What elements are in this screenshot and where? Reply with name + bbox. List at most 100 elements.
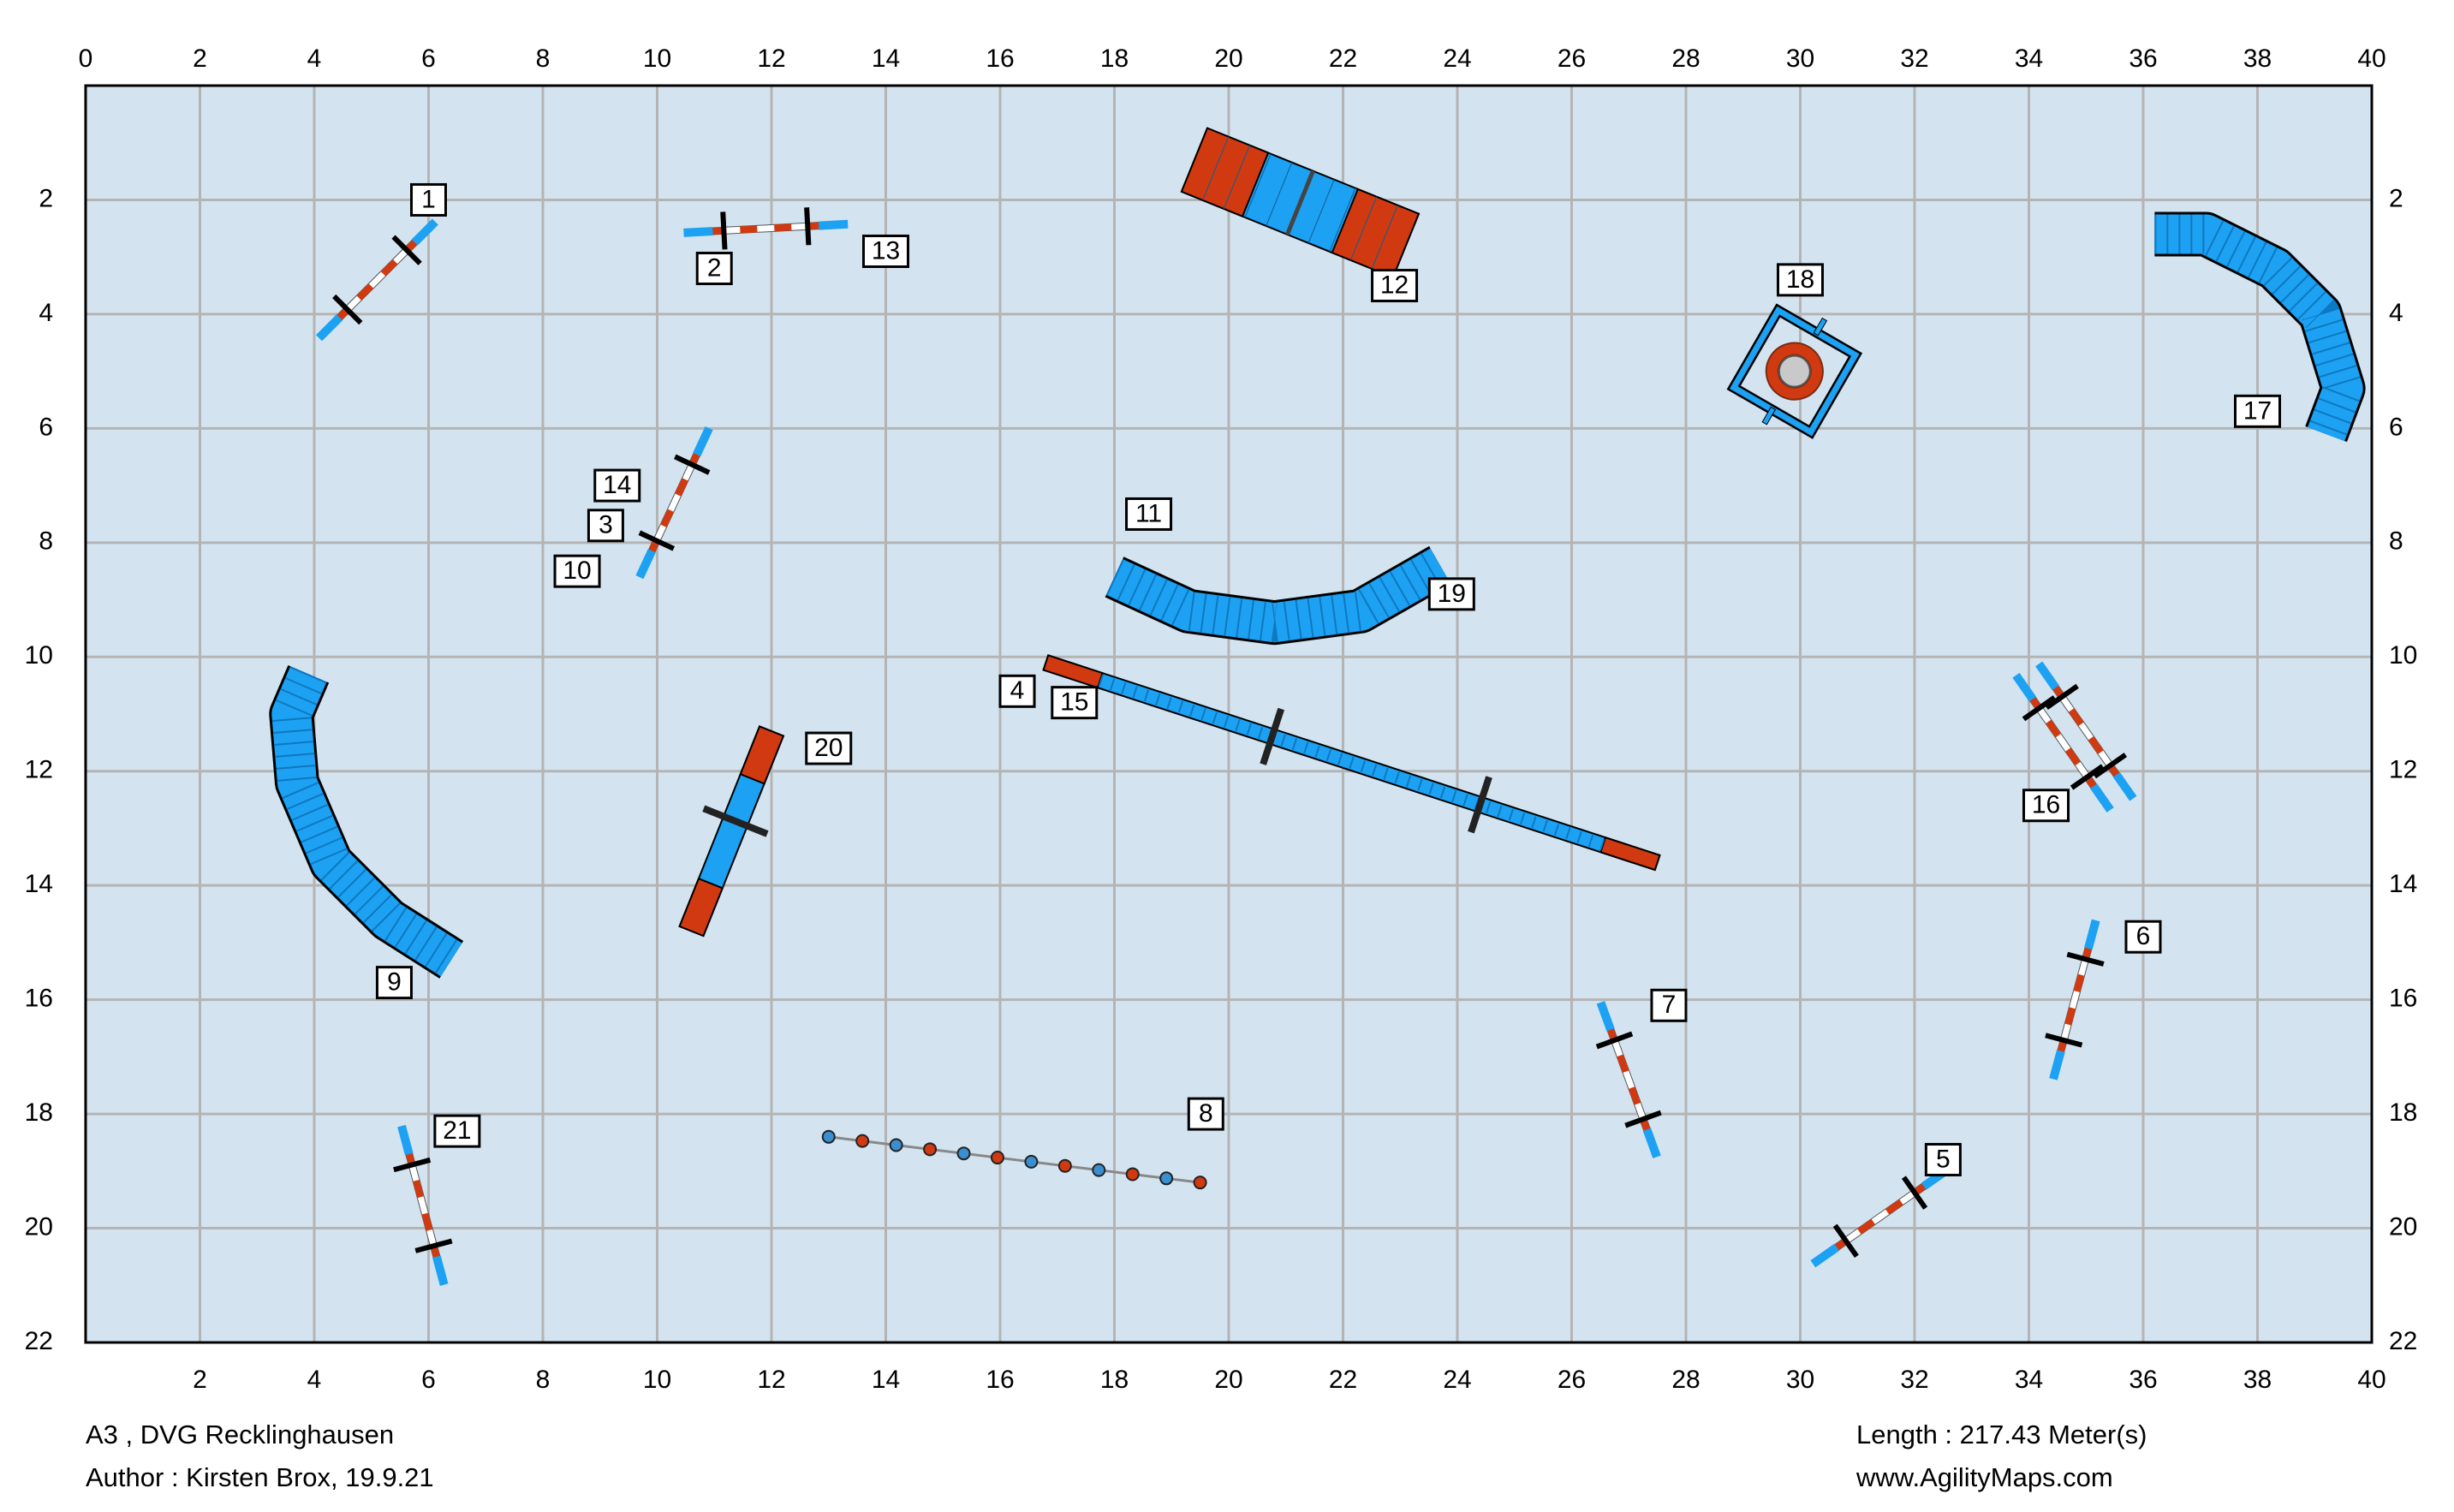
jump-stand	[332, 294, 363, 325]
obstacle-number-19: 19	[1427, 577, 1475, 611]
weave-pole	[1024, 1154, 1039, 1169]
aframe-slat	[1244, 153, 1272, 218]
jump-stand	[638, 530, 676, 551]
number-box	[2022, 789, 2070, 823]
x-tick-label-bottom: 20	[1214, 1366, 1242, 1394]
x-tick-label-bottom: 32	[1900, 1366, 1928, 1394]
obstacle-number-14: 14	[593, 468, 641, 503]
weave-pole	[1193, 1176, 1207, 1190]
jump-hurdle	[316, 218, 438, 342]
website-link[interactable]: www.AgilityMaps.com	[1856, 1462, 2113, 1492]
aframe-slat	[1202, 136, 1230, 201]
y-tick-label-right: 20	[2389, 1212, 2417, 1241]
jump-wing	[1642, 1128, 1661, 1158]
jump-stand	[2022, 695, 2057, 722]
jump-bar-stripe	[2068, 708, 2084, 727]
jump-wing	[683, 227, 713, 237]
jump-stand	[391, 235, 422, 265]
jump-wing	[1810, 1243, 1840, 1268]
jump-bar-stripe	[660, 509, 674, 527]
y-axis-left: 2 4 6 8 10 12 14 16 18 20 22	[25, 184, 53, 1355]
weave-pole	[889, 1138, 903, 1152]
y-tick-label-left: 6	[39, 413, 53, 441]
x-tick-label-top: 30	[1786, 45, 1814, 73]
jump-bar-stripe	[380, 259, 398, 277]
jump-wing	[2012, 672, 2037, 702]
jump-stand	[1832, 1223, 1859, 1259]
aframe-apex	[1285, 170, 1315, 235]
number-box	[375, 966, 413, 1000]
x-tick-label-bottom: 10	[643, 1366, 671, 1394]
x-tick-label-top: 18	[1100, 45, 1129, 73]
jump-wing	[693, 426, 713, 457]
jump-wing	[2084, 919, 2100, 950]
jump-stand	[393, 1157, 432, 1173]
jump-stand	[720, 211, 728, 250]
x-tick-label-bottom: 16	[986, 1366, 1014, 1394]
aframe-slat	[1371, 205, 1398, 270]
jump-stand	[2070, 764, 2105, 790]
jump-bar-stripe	[740, 225, 758, 234]
jump-bar-stripe	[2073, 973, 2085, 993]
y-tick-label-left: 18	[25, 1098, 53, 1127]
x-tick-label-bottom: 4	[307, 1366, 322, 1394]
number-label: 9	[387, 968, 402, 997]
tire-ring	[1766, 343, 1822, 399]
jump-hurdle	[1810, 1166, 1951, 1268]
obstacle-number-12: 12	[1371, 269, 1419, 303]
dogwalk-support	[1468, 776, 1492, 834]
number-label: 12	[1380, 271, 1409, 299]
aframe-slat	[1266, 162, 1293, 227]
obstacle-number-1: 1	[410, 182, 447, 217]
obstacle-number-5: 5	[1924, 1142, 1962, 1176]
obstacle-number-11: 11	[1125, 497, 1173, 531]
tunnel-ribs	[1105, 548, 1450, 643]
x-tick-label-top: 28	[1671, 45, 1700, 73]
aframe-slat	[1307, 179, 1335, 244]
aframe-slat	[1329, 188, 1356, 253]
x-tick-label-top: 40	[2357, 45, 2386, 73]
jump-stand	[674, 454, 711, 475]
jump-bar-stripe	[356, 283, 374, 301]
y-tick-label-left: 22	[25, 1327, 53, 1355]
jump-hurdle	[683, 207, 849, 250]
jump-hurdle	[2035, 661, 2137, 801]
x-tick-label-bottom: 24	[1443, 1366, 1471, 1394]
x-tick-label-top: 24	[1443, 45, 1471, 73]
jump-bar-stripe	[2046, 719, 2062, 738]
jump-stand	[414, 1238, 453, 1253]
number-label: 18	[1786, 265, 1814, 294]
seesaw-contact	[678, 877, 724, 938]
weave-pole	[1159, 1171, 1174, 1186]
number-label: 13	[872, 236, 900, 265]
x-tick-label-top: 2	[193, 45, 207, 73]
x-tick-label-bottom: 8	[536, 1366, 551, 1394]
jump-stand	[2093, 753, 2128, 779]
y-tick-label-left: 8	[39, 527, 53, 556]
jump-bar-stripe	[1617, 1054, 1629, 1074]
number-box	[1777, 263, 1824, 297]
y-tick-label-right: 10	[2389, 641, 2417, 670]
y-axis-right: 2 4 6 8 10 12 14 16 18 20 22	[2389, 184, 2417, 1355]
dogwalk-support	[1260, 707, 1285, 765]
number-box	[2234, 394, 2281, 428]
number-box	[593, 468, 641, 503]
x-tick-label-top: 26	[1558, 45, 1586, 73]
obstacle-number-2: 2	[695, 252, 733, 286]
x-tick-label-top: 32	[1900, 45, 1928, 73]
jump-bar-stripe	[2064, 1007, 2076, 1026]
equipment-layer	[269, 127, 2366, 1286]
y-tick-label-left: 10	[25, 641, 53, 670]
y-tick-label-left: 2	[39, 184, 53, 212]
x-tick-label-top: 38	[2243, 45, 2272, 73]
x-tick-label-bottom: 30	[1786, 1366, 1814, 1394]
x-tick-label-top: 34	[2015, 45, 2043, 73]
jump-wing	[316, 314, 343, 342]
obstacle-number-9: 9	[375, 966, 413, 1000]
number-box	[553, 554, 601, 588]
jump-wing	[432, 1255, 449, 1286]
aframe-contact	[1331, 188, 1421, 279]
number-box	[998, 674, 1036, 708]
